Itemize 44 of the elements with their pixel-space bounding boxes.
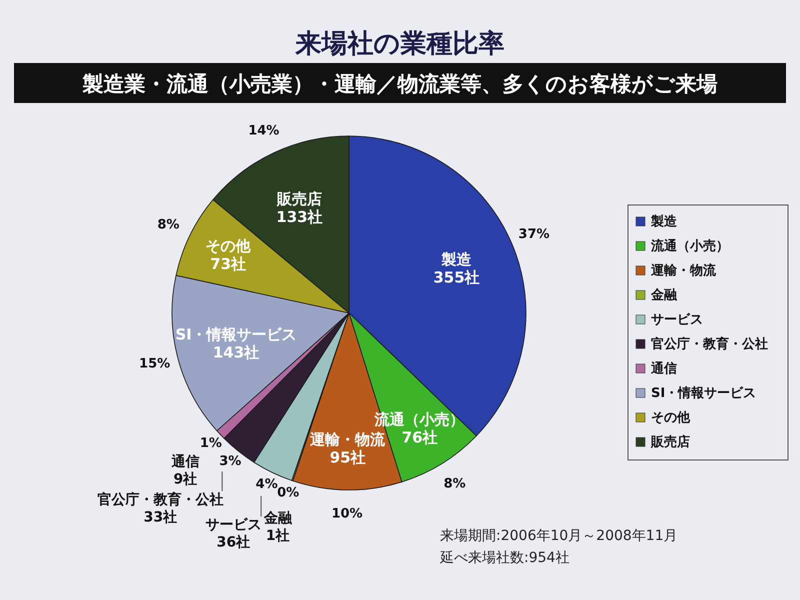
text: 延べ来場社数:954社 — [439, 550, 570, 566]
data-label: 1社 — [266, 528, 290, 544]
legend-label: SI・情報サービス — [651, 386, 756, 401]
text: 来場期間:2006年10月～2008年11月 — [440, 528, 678, 544]
data-label: 33社 — [144, 509, 178, 526]
text: 3% — [219, 454, 242, 469]
data-label: 76社 — [402, 428, 438, 446]
data-label: 36社 — [216, 534, 250, 551]
legend-label: 流通（小売） — [650, 238, 729, 254]
data-label: 9社 — [174, 472, 198, 488]
legend-label: その他 — [651, 410, 691, 426]
slice-label: 販売店 — [276, 190, 322, 208]
chart-title: 来場社の業種比率 — [294, 29, 504, 59]
text: 0% — [277, 485, 300, 500]
slice-label: 官公庁・教育・公社 — [97, 490, 224, 508]
slice-label: 通信 — [170, 453, 200, 470]
text: 14% — [248, 123, 280, 138]
slice-label: 金融 — [262, 510, 293, 526]
legend-label: サービス — [651, 312, 703, 328]
legend-label: 金融 — [650, 288, 678, 303]
legend-label: 通信 — [650, 360, 677, 376]
data-label: 143社 — [212, 344, 260, 362]
text: 8% — [444, 476, 466, 492]
text: 8% — [157, 217, 180, 232]
text: 4% — [256, 476, 278, 492]
data-label: 133社 — [276, 208, 323, 226]
data-label: 355社 — [433, 268, 480, 286]
legend-label: 販売店 — [650, 434, 690, 450]
data-label: 95社 — [330, 448, 366, 467]
chart-subtitle: 製造業・流通（小売業）・運輸／物流業等、多くのお客様がご来場 — [82, 72, 718, 96]
slice-label: サービス — [205, 517, 262, 534]
legend-label: 官公庁・教育・公社 — [651, 336, 768, 352]
slice-label: その他 — [206, 236, 252, 255]
text: 37% — [518, 226, 550, 242]
data-label: 73社 — [210, 254, 246, 273]
text: 15% — [139, 356, 170, 372]
legend-label: 運輸・物流 — [650, 262, 717, 278]
legend-label: 製造 — [650, 214, 678, 230]
slice-label: 流通（小売） — [374, 410, 465, 428]
slice-label: 製造 — [440, 250, 473, 268]
slice-label: 運輸・物流 — [309, 430, 386, 449]
text: 1% — [200, 436, 222, 452]
slice-label: SI・情報サービス — [175, 326, 297, 344]
text: 10% — [331, 506, 363, 522]
